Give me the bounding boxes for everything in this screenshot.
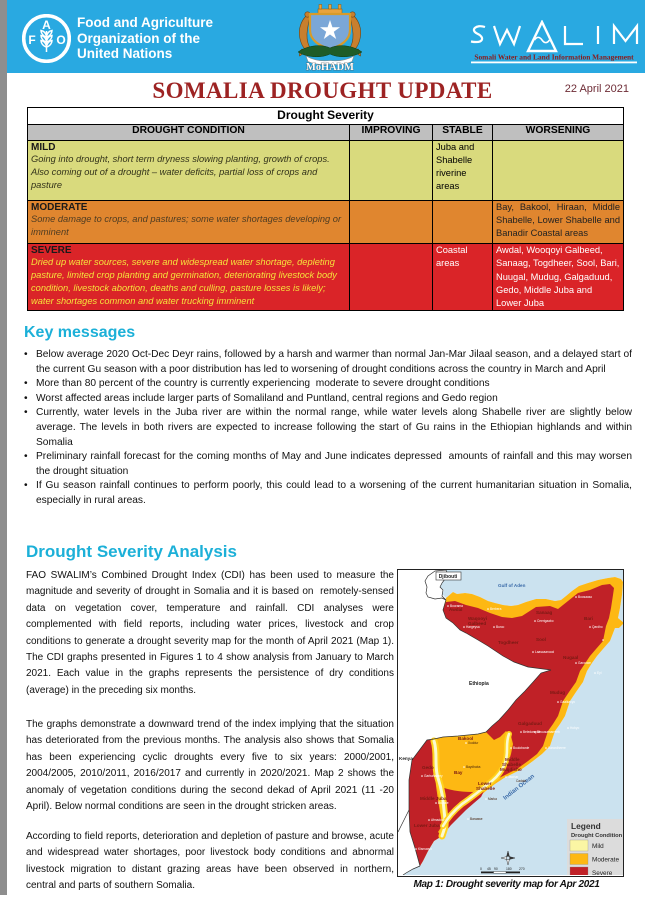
svg-text:Mudug: Mudug	[550, 690, 565, 695]
svg-text:Bay: Bay	[454, 770, 463, 775]
svg-text:Muqdisho: Muqdisho	[500, 767, 522, 772]
svg-text:Galgaduud: Galgaduud	[518, 721, 542, 726]
svg-text:Marka: Marka	[488, 797, 497, 801]
svg-text:Moderate: Moderate	[592, 857, 619, 864]
svg-text:O: O	[56, 33, 65, 47]
svg-text:Waqooyi: Waqooyi	[468, 616, 487, 621]
svg-text:Xuddur: Xuddur	[468, 741, 479, 745]
svg-text:Sanaag: Sanaag	[536, 610, 553, 615]
svg-text:180: 180	[506, 867, 512, 871]
svg-text:Somali Water and Land Informat: Somali Water and Land Information Manage…	[474, 53, 634, 62]
svg-text:0: 0	[480, 867, 482, 871]
svg-text:Shabelle: Shabelle	[476, 786, 495, 791]
svg-text:90: 90	[494, 867, 498, 871]
svg-text:Nugaal: Nugaal	[563, 655, 578, 660]
svg-text:Hargeysa: Hargeysa	[466, 625, 480, 629]
svg-text:Djibouti: Djibouti	[439, 574, 458, 580]
svg-text:Middle Juba: Middle Juba	[420, 796, 447, 801]
svg-text:Lower: Lower	[478, 781, 492, 786]
svg-text:Sool: Sool	[536, 637, 546, 642]
svg-text:Shabelle: Shabelle	[502, 762, 521, 767]
svg-text:270: 270	[519, 867, 525, 871]
svg-text:Middle: Middle	[505, 757, 520, 762]
svg-text:MoHADM: MoHADM	[306, 62, 354, 71]
svg-text:Hobyo: Hobyo	[570, 726, 579, 730]
svg-text:Burco: Burco	[496, 625, 505, 629]
svg-text:Jawhar: Jawhar	[508, 775, 519, 779]
svg-text:Kismaayo: Kismaayo	[418, 847, 432, 851]
svg-text:Boosaaso: Boosaaso	[578, 595, 592, 599]
svg-text:Xarardheere: Xarardheere	[548, 746, 566, 750]
svg-text:Gulf of Aden: Gulf of Aden	[498, 583, 526, 588]
svg-text:Baraawe: Baraawe	[470, 817, 483, 821]
svg-text:Bari: Bari	[584, 616, 593, 621]
svg-text:Awdal: Awdal	[449, 607, 462, 612]
svg-text:Afmadow: Afmadow	[431, 818, 445, 822]
svg-text:Gaalkacyo: Gaalkacyo	[560, 700, 575, 704]
svg-text:Buulobarde: Buulobarde	[513, 746, 530, 750]
svg-text:Gedo: Gedo	[422, 765, 434, 770]
svg-text:Dhuusamarreeb: Dhuusamarreeb	[537, 730, 560, 734]
svg-text:Ceerigaabo: Ceerigaabo	[537, 619, 554, 623]
svg-text:Legend: Legend	[571, 821, 601, 831]
svg-text:A: A	[42, 18, 51, 32]
svg-text:Kenya: Kenya	[399, 756, 413, 761]
svg-text:Beledweyne: Beledweyne	[523, 730, 541, 734]
svg-text:Garbahaarey: Garbahaarey	[424, 774, 443, 778]
svg-text:Cadale: Cadale	[516, 779, 526, 783]
svg-text:Garoowe: Garoowe	[578, 661, 591, 665]
svg-text:Bu'aale: Bu'aale	[438, 801, 449, 805]
svg-text:Mild: Mild	[592, 843, 604, 850]
svg-text:45: 45	[487, 867, 491, 871]
svg-text:Berbera: Berbera	[490, 607, 502, 611]
svg-text:Severe: Severe	[592, 870, 613, 875]
svg-text:Boorama: Boorama	[450, 604, 463, 608]
svg-text:Eyl: Eyl	[597, 671, 602, 675]
svg-text:Bakool: Bakool	[458, 736, 473, 741]
svg-text:Baydhaba: Baydhaba	[466, 765, 481, 769]
svg-text:Galbeed: Galbeed	[468, 621, 486, 626]
svg-text:Togdheer: Togdheer	[498, 640, 519, 645]
svg-text:Laascaanood: Laascaanood	[535, 650, 554, 654]
svg-text:Lower Juba: Lower Juba	[414, 823, 440, 828]
svg-text:Qardho: Qardho	[592, 625, 603, 629]
svg-text:F: F	[28, 33, 35, 47]
svg-text:Drought Condition: Drought Condition	[571, 833, 623, 839]
svg-text:Ethiopia: Ethiopia	[469, 681, 489, 687]
